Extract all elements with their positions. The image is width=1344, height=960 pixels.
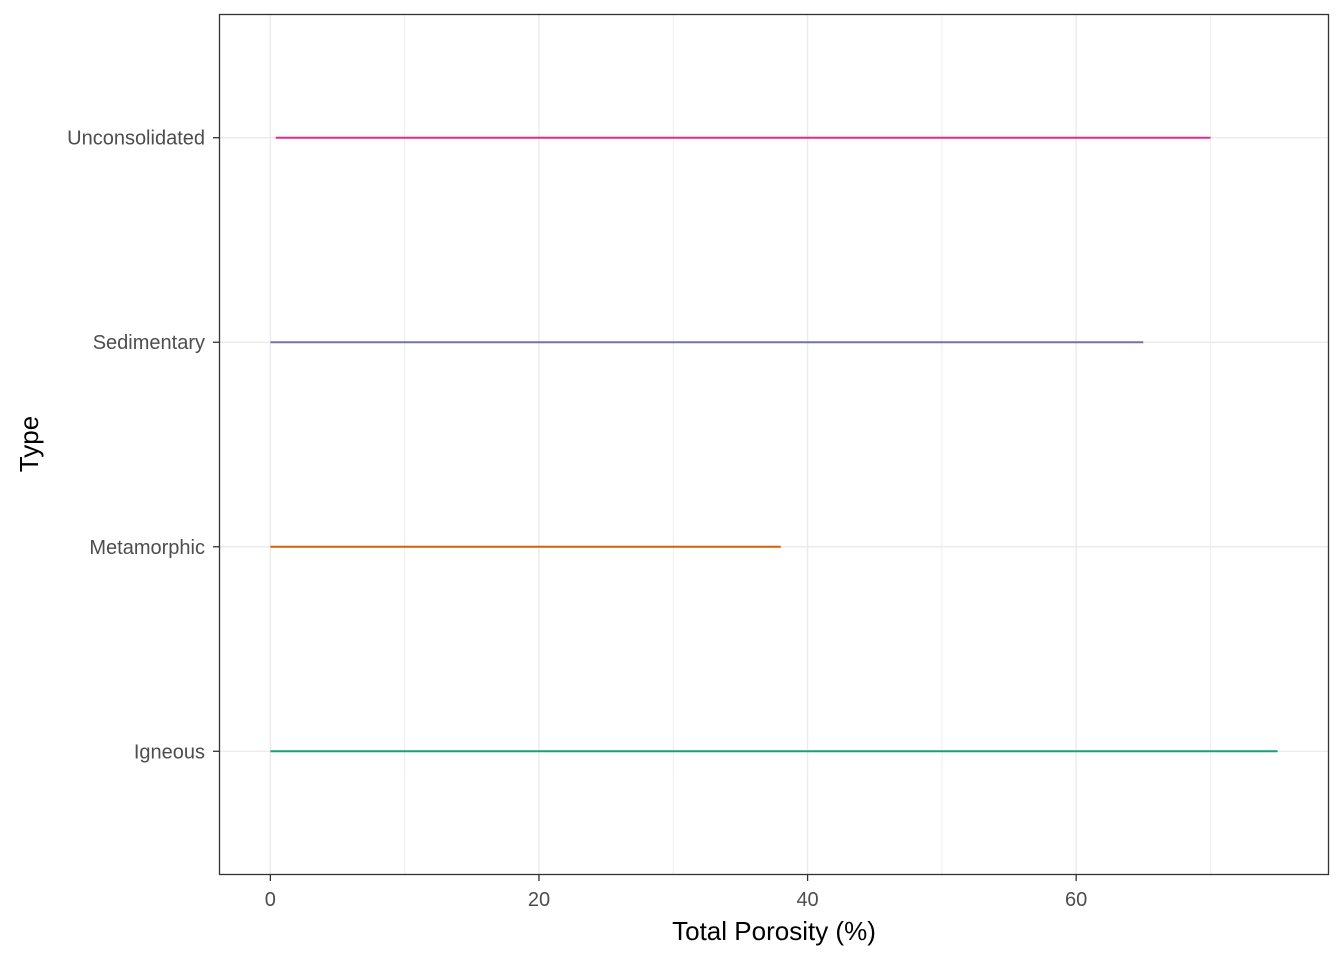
y-tick-label: Sedimentary	[93, 332, 205, 354]
x-axis-title: Total Porosity (%)	[672, 916, 876, 946]
range-lines	[270, 136, 1278, 753]
x-tick-label: 0	[265, 889, 276, 911]
x-axis: 0 20 40 60	[265, 874, 1087, 911]
plot-panel-border	[218, 13, 1330, 876]
y-tick-label: Unconsolidated	[67, 128, 205, 150]
x-tick-label: 60	[1065, 889, 1087, 911]
y-axis-title: Type	[14, 416, 44, 472]
y-tick-label: Igneous	[134, 741, 205, 763]
grid-minor	[404, 15, 1212, 874]
x-tick-label: 20	[528, 889, 550, 911]
x-tick-label: 40	[796, 889, 818, 911]
y-axis: Igneous Metamorphic Sedimentary Unconsolida…	[67, 128, 220, 763]
y-tick-label: Metamorphic	[89, 537, 205, 559]
